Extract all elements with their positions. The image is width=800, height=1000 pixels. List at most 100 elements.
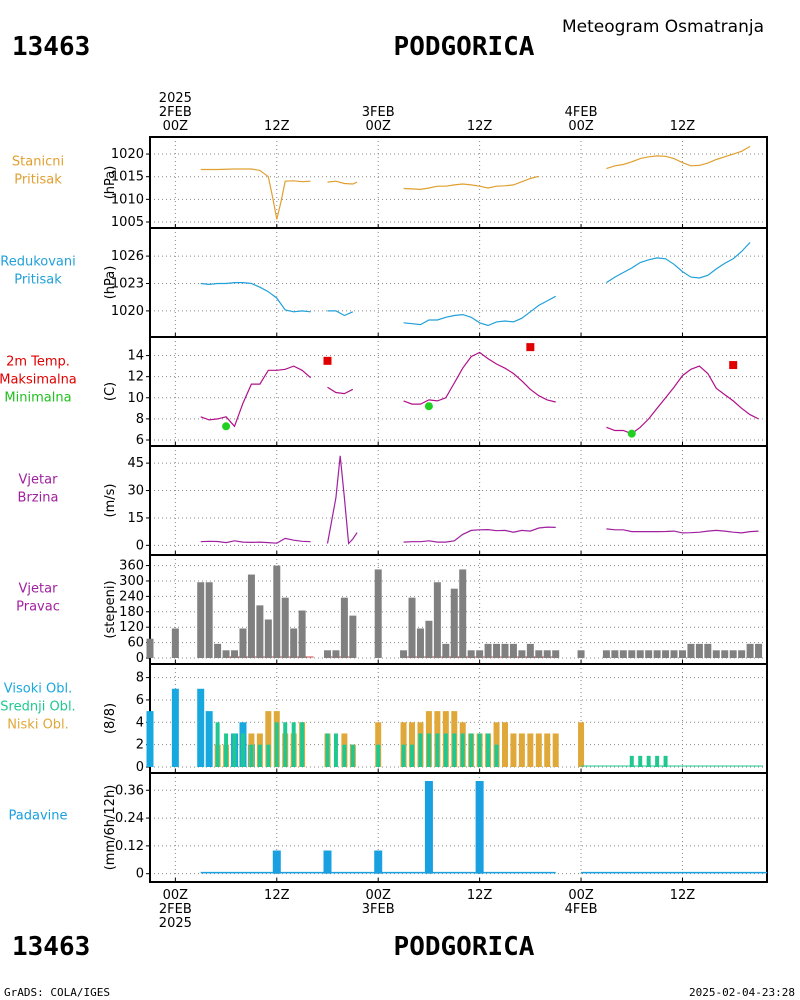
y-tick-label: 4 <box>136 715 144 730</box>
direction-bar <box>526 643 534 658</box>
y-axis-unit: (stepeni) <box>103 580 118 638</box>
mid-cloud-bar <box>266 744 271 767</box>
direction-bar <box>231 650 239 658</box>
time-label-bottom: 12Z <box>264 888 290 903</box>
precip-bar <box>272 850 281 874</box>
time-label-bottom: 3FEB <box>362 902 395 917</box>
panel-label: Pravac <box>16 600 60 615</box>
y-tick-label: 0.36 <box>115 783 144 798</box>
station_pressure-line <box>200 168 311 220</box>
mid-cloud-bar <box>426 733 431 767</box>
direction-bar <box>290 628 298 658</box>
direction-bar <box>746 643 754 658</box>
direction-bar <box>349 615 357 658</box>
panel-label: 2m Temp. <box>6 355 70 370</box>
time-label-top: 00Z <box>163 119 189 134</box>
direction-bar <box>678 650 686 658</box>
panel-label: Brzina <box>18 491 59 506</box>
direction-bar <box>459 569 467 658</box>
station-id: 13463 <box>12 32 90 62</box>
panel-label: Stanicni <box>12 155 64 170</box>
high-cloud-bar <box>171 688 179 767</box>
y-tick-label: 1015 <box>111 170 144 185</box>
mid-cloud-bar <box>452 733 457 767</box>
direction-bar <box>619 650 627 658</box>
mid-cloud-bar <box>638 755 643 767</box>
mid-cloud-bar <box>494 744 499 767</box>
y-tick-label: 1010 <box>111 192 144 207</box>
panel-label: Pritisak <box>14 173 62 188</box>
mid-cloud-bar <box>300 722 305 767</box>
time-label-top: 3FEB <box>362 105 395 120</box>
direction-bar <box>476 650 484 658</box>
y-axis-unit: (mm/6h/12h) <box>103 785 118 871</box>
panel-label: Maksimalna <box>0 373 77 388</box>
panel-label: Pritisak <box>14 273 62 288</box>
y-tick-label: 0 <box>136 867 144 882</box>
panel-frame <box>149 136 768 229</box>
y-tick-label: 0 <box>136 651 144 666</box>
time-label-top: 4FEB <box>565 105 598 120</box>
panel-station_pressure: 1005 1010 1015 1020 (hPa) Stanicni Pritisak <box>12 136 768 230</box>
panels: 1005101010151020(hPa)StanicniPritisak102… <box>0 136 768 883</box>
high-cloud-bar <box>197 688 205 767</box>
mid-cloud-bar <box>418 733 423 767</box>
panel-label: Srednji Obl. <box>0 700 75 715</box>
mid-cloud-bar <box>469 733 474 767</box>
y-tick-label: 10 <box>127 391 144 406</box>
panel-label: Niski Obl. <box>7 718 69 733</box>
high-cloud-bar <box>146 711 154 767</box>
wind_speed-line <box>200 537 311 544</box>
direction-bar <box>247 574 255 658</box>
mid-cloud-bar <box>460 733 465 767</box>
direction-bar <box>171 628 179 658</box>
mid-cloud-bar <box>291 722 296 767</box>
mid-cloud-bar <box>257 744 262 767</box>
temperature-line <box>327 386 354 395</box>
y-tick-label: 15 <box>127 511 144 526</box>
time-label-bottom: 2FEB <box>159 902 192 917</box>
y-tick-label: 120 <box>119 620 144 635</box>
direction-bar <box>543 650 551 658</box>
direction-bar <box>611 650 619 658</box>
temperature-line <box>200 365 311 428</box>
panel-temperature: 6 8 10 12 14 (C) 2m Temp. Maksimalna Minimalna <box>0 336 768 448</box>
y-tick-label: 6 <box>136 693 144 708</box>
y-tick-label: 2 <box>136 738 144 753</box>
direction-bar <box>281 597 289 658</box>
tmin-marker <box>627 429 636 438</box>
mid-cloud-bar <box>224 733 229 767</box>
low-cloud-bar <box>527 733 534 767</box>
direction-bar <box>222 650 230 658</box>
direction-bar <box>712 650 720 658</box>
direction-bar <box>628 650 636 658</box>
precip-bar <box>323 850 332 874</box>
direction-bar <box>146 638 154 658</box>
direction-bar <box>408 597 416 658</box>
time-label-bottom: 12Z <box>467 888 493 903</box>
wind_speed-line <box>326 455 358 545</box>
panel-precipitation: 0 0.12 0.24 0.36(mm/6h/12h) Padavine <box>9 772 768 883</box>
direction-bar <box>636 650 644 658</box>
reduced_pressure-line <box>327 310 354 317</box>
direction-bar <box>535 650 543 658</box>
time-label-top: 12Z <box>670 119 696 134</box>
tmax-marker <box>526 343 535 352</box>
temperature-line <box>606 365 759 435</box>
direction-bar <box>332 650 340 658</box>
wind_speed-line <box>403 526 556 543</box>
direction-bar <box>729 650 737 658</box>
direction-bar <box>264 619 272 658</box>
direction-bar <box>433 582 441 658</box>
tmax-marker <box>323 356 332 365</box>
direction-bar <box>755 643 763 658</box>
low-cloud-bar <box>552 733 559 767</box>
y-tick-label: 14 <box>127 349 144 364</box>
direction-bar <box>518 650 526 658</box>
time-label-bottom: 00Z <box>568 888 594 903</box>
direction-bar <box>450 588 458 658</box>
panel-wind_speed: 0 15 30 45 (m/s) Vjetar Brzina <box>18 445 768 556</box>
y-tick-label: 1023 <box>111 277 144 292</box>
footer-timestamp: 2025-02-04-23:28 <box>689 986 795 999</box>
